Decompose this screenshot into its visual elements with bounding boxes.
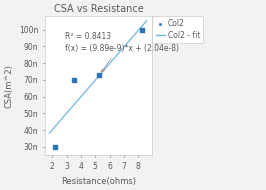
Point <box>140 28 145 31</box>
Text: R² = 0.8413
f(x) = (9.89e-9)*x + (2.04e-8): R² = 0.8413 f(x) = (9.89e-9)*x + (2.04e-… <box>65 32 179 72</box>
Title: CSA vs Resistance: CSA vs Resistance <box>54 4 144 14</box>
X-axis label: Resistance(ohms): Resistance(ohms) <box>61 177 136 186</box>
Y-axis label: CSA(m^2): CSA(m^2) <box>4 64 13 108</box>
Point <box>72 78 76 82</box>
Point <box>53 145 57 148</box>
Point <box>97 73 102 76</box>
Legend: Col2, Col2 - fit: Col2, Col2 - fit <box>152 16 203 43</box>
